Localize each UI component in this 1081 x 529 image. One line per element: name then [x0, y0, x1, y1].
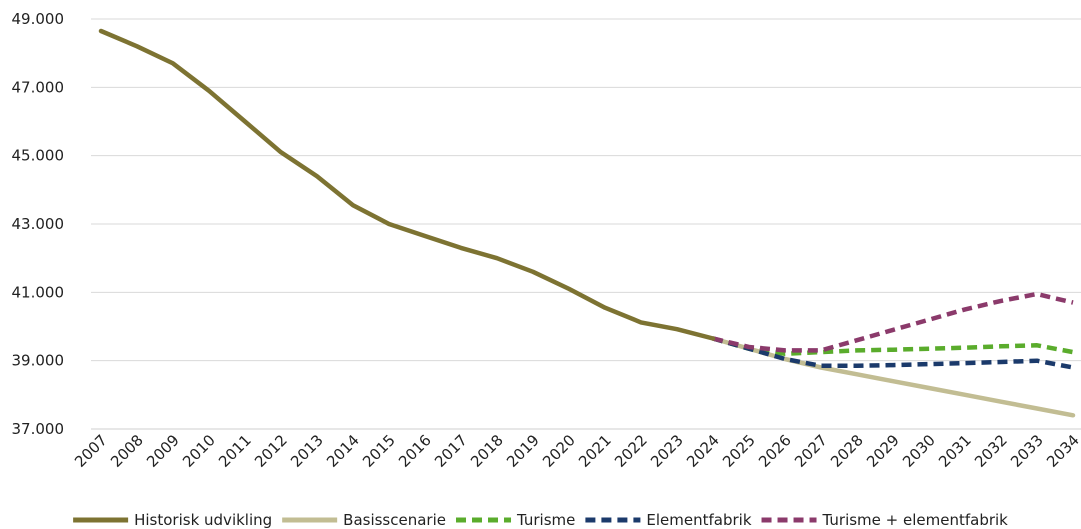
legend-label: Turisme + elementfabrik: [822, 511, 1009, 529]
y-tick-label: 45.000: [12, 147, 65, 165]
x-tick-label: 2020: [539, 431, 579, 471]
legend-label: Elementfabrik: [646, 511, 751, 529]
x-tick-label: 2032: [971, 431, 1011, 471]
y-tick-label: 47.000: [12, 78, 65, 96]
x-tick-label: 2034: [1043, 431, 1081, 471]
x-tick-label: 2022: [611, 431, 651, 471]
x-tick-label: 2031: [935, 431, 975, 471]
legend-label: Historisk udvikling: [134, 511, 272, 529]
x-tick-label: 2017: [431, 431, 471, 471]
x-tick-label: 2008: [107, 431, 147, 471]
x-tick-label: 2011: [215, 431, 255, 471]
series-line-turisme-elementfabrik: [712, 291, 1074, 353]
x-tick-label: 2023: [647, 431, 687, 471]
legend-label: Turisme: [516, 511, 575, 529]
x-tick-label: 2015: [359, 431, 399, 471]
x-tick-label: 2016: [395, 431, 435, 471]
legend-label: Basisscenarie: [343, 511, 446, 529]
series-line-elementfabrik: [712, 336, 1074, 370]
x-tick-label: 2025: [719, 431, 759, 471]
x-axis: 2007200820092010201120122013201420152016…: [71, 431, 1081, 471]
x-tick-label: 2014: [323, 431, 363, 471]
y-tick-label: 39.000: [12, 352, 65, 370]
x-tick-label: 2013: [287, 431, 327, 471]
x-tick-label: 2024: [683, 431, 723, 471]
x-tick-label: 2030: [899, 431, 939, 471]
y-tick-label: 37.000: [12, 420, 65, 438]
x-tick-label: 2018: [467, 431, 507, 471]
y-axis: 37.000 39.000 41.000 43.000 45.000 47.000 49.0…: [12, 10, 65, 438]
x-tick-label: 2033: [1007, 431, 1047, 471]
x-tick-label: 2028: [827, 431, 867, 471]
x-tick-label: 2029: [863, 431, 903, 471]
plot-series: [98, 28, 1076, 418]
y-gridlines: [91, 18, 1081, 430]
x-tick-label: 2007: [71, 431, 111, 471]
x-tick-label: 2009: [143, 431, 183, 471]
y-tick-label: 49.000: [12, 10, 65, 28]
y-tick-label: 43.000: [12, 215, 65, 233]
legend: Historisk udvikling Basisscenarie Turisme E…: [73, 511, 1008, 529]
series-line-historisk-udvikling: [98, 28, 716, 341]
x-tick-label: 2010: [179, 431, 219, 471]
x-tick-label: 2012: [251, 431, 291, 471]
series-line-turisme: [712, 336, 1074, 357]
x-tick-label: 2019: [503, 431, 543, 471]
x-tick-label: 2027: [791, 431, 831, 471]
y-tick-label: 41.000: [12, 283, 65, 301]
x-tick-label: 2026: [755, 431, 795, 471]
series-line-basisscenarie: [710, 336, 1076, 418]
x-tick-label: 2021: [575, 431, 615, 471]
